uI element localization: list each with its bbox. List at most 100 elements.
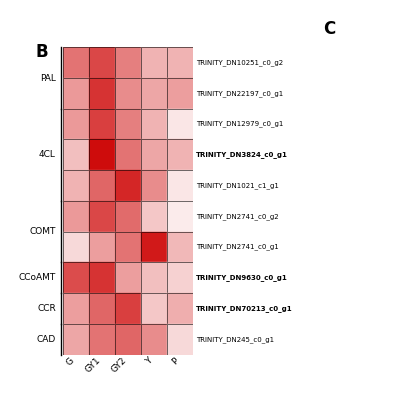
Bar [63, 293, 89, 324]
Bar [89, 78, 115, 109]
Bar [167, 262, 193, 293]
Text: CAD: CAD [37, 335, 56, 344]
Bar [63, 170, 89, 201]
Bar [167, 293, 193, 324]
Bar [63, 232, 89, 262]
Bar [141, 78, 167, 109]
Bar [167, 78, 193, 109]
Bar [141, 139, 167, 170]
Bar [89, 78, 115, 109]
Bar [115, 78, 141, 109]
Bar [141, 324, 167, 355]
Bar [63, 78, 89, 109]
Text: TRINITY_DN12979_c0_g1: TRINITY_DN12979_c0_g1 [196, 121, 284, 128]
Bar [115, 201, 141, 232]
Bar [89, 201, 115, 232]
Bar [115, 47, 141, 78]
Bar [141, 324, 167, 355]
Text: TRINITY_DN2741_c0_g2: TRINITY_DN2741_c0_g2 [196, 213, 279, 220]
Bar [115, 293, 141, 324]
Bar [141, 78, 167, 109]
Bar [63, 47, 89, 78]
Bar [115, 232, 141, 262]
Bar [89, 324, 115, 355]
Bar [89, 170, 115, 201]
Bar [167, 47, 193, 78]
Bar [63, 293, 89, 324]
Bar [115, 139, 141, 170]
Bar [115, 201, 141, 232]
Bar [63, 139, 89, 170]
Bar [63, 201, 89, 232]
Bar [89, 109, 115, 139]
Text: 4CL: 4CL [39, 151, 56, 159]
Bar [115, 47, 141, 78]
Bar [115, 262, 141, 293]
Bar [115, 139, 141, 170]
Bar [141, 232, 167, 262]
Bar [141, 109, 167, 139]
Bar [89, 201, 115, 232]
Bar [167, 78, 193, 109]
Text: PAL: PAL [40, 74, 56, 82]
Text: TRINITY_DN2741_c0_g1: TRINITY_DN2741_c0_g1 [196, 243, 279, 251]
Bar [89, 293, 115, 324]
Bar [115, 170, 141, 201]
Bar [141, 201, 167, 232]
Text: TRINITY_DN70213_c0_g1: TRINITY_DN70213_c0_g1 [196, 305, 293, 312]
Bar [89, 262, 115, 293]
Bar [63, 109, 89, 139]
Text: CCR: CCR [37, 304, 56, 313]
Bar [89, 47, 115, 78]
Bar [141, 232, 167, 262]
Bar [63, 78, 89, 109]
Bar [141, 170, 167, 201]
Bar [115, 293, 141, 324]
Bar [89, 139, 115, 170]
Bar [167, 109, 193, 139]
Bar [141, 170, 167, 201]
Bar [115, 109, 141, 139]
Bar [141, 262, 167, 293]
Text: TRINITY_DN22197_c0_g1: TRINITY_DN22197_c0_g1 [196, 90, 283, 97]
Bar [167, 324, 193, 355]
Bar [167, 170, 193, 201]
Bar [89, 232, 115, 262]
Bar [89, 262, 115, 293]
Bar [115, 109, 141, 139]
Bar [63, 324, 89, 355]
Text: C: C [323, 20, 335, 38]
Text: TRINITY_DN9630_c0_g1: TRINITY_DN9630_c0_g1 [196, 274, 288, 281]
Bar [115, 78, 141, 109]
Bar [115, 262, 141, 293]
Bar [167, 262, 193, 293]
Bar [89, 109, 115, 139]
Text: CCoAMT: CCoAMT [19, 273, 56, 282]
Text: TRINITY_DN1021_c1_g1: TRINITY_DN1021_c1_g1 [196, 182, 279, 189]
Text: COMT: COMT [30, 227, 56, 236]
Bar [141, 109, 167, 139]
Bar [63, 262, 89, 293]
Bar [167, 201, 193, 232]
Bar [141, 201, 167, 232]
Bar [141, 293, 167, 324]
Bar [63, 262, 89, 293]
Bar [167, 139, 193, 170]
Bar [63, 201, 89, 232]
Bar [115, 232, 141, 262]
Bar [167, 170, 193, 201]
Bar [63, 139, 89, 170]
Text: TRINITY_DN245_c0_g1: TRINITY_DN245_c0_g1 [196, 336, 274, 343]
Bar [167, 232, 193, 262]
Bar [141, 47, 167, 78]
Bar [63, 324, 89, 355]
Bar [141, 47, 167, 78]
Bar [167, 201, 193, 232]
Bar [167, 109, 193, 139]
Bar [141, 139, 167, 170]
Bar [63, 47, 89, 78]
Bar [89, 47, 115, 78]
Text: TRINITY_DN3824_c0_g1: TRINITY_DN3824_c0_g1 [196, 151, 288, 158]
Bar [115, 170, 141, 201]
Bar [115, 324, 141, 355]
